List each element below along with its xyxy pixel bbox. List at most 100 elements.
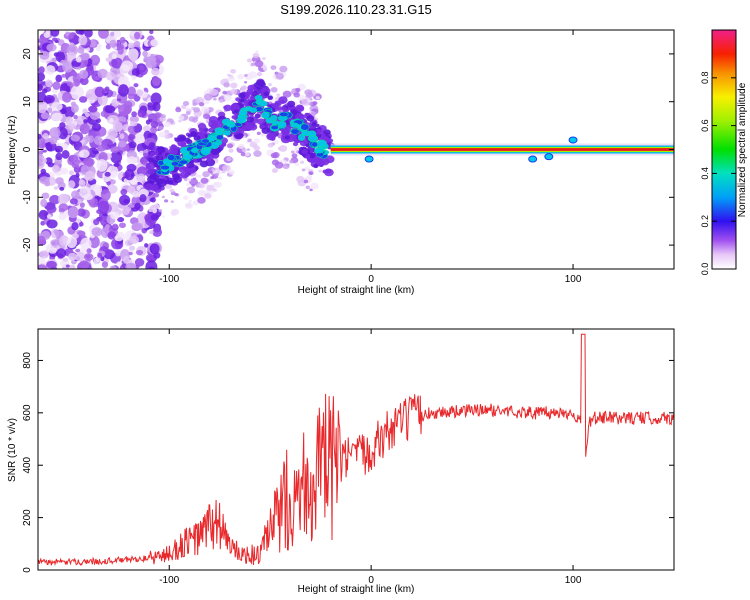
spectrogram-noise-blob: [88, 105, 98, 113]
spectrogram-noise-blob: [38, 235, 46, 245]
spectrogram-band-blob: [248, 123, 258, 131]
spectrogram-scatter-blob: [254, 60, 264, 68]
spectrogram-scatter-blob: [158, 131, 166, 138]
spectrogram-noise-blob: [47, 107, 53, 114]
spectrogram-noise-blob: [69, 265, 76, 269]
spectrogram-noise-blob: [78, 179, 84, 185]
spectrogram-noise-blob: [152, 207, 158, 214]
spectrogram-noise-blob: [124, 239, 133, 247]
spectrogram-noise-blob: [131, 68, 140, 77]
spectrogram-scatter-blob: [240, 85, 248, 91]
spectrogram-band-blob: [270, 103, 276, 108]
spectrogram-noise-blob: [55, 74, 63, 83]
spectrogram-scatter-blob: [230, 68, 237, 74]
spectrogram-scatter-blob: [253, 145, 261, 151]
spectrogram-noise-blob: [65, 264, 70, 268]
spectrogram-noise-blob: [75, 56, 82, 63]
spectrogram-band-blob: [313, 163, 319, 169]
spectrogram-band-blob: [315, 129, 322, 135]
spectrogram-band-blob: [323, 129, 331, 136]
spectrogram-noise-blob: [75, 248, 81, 253]
spectrogram-scatter-blob: [244, 81, 248, 84]
spectrogram-noise-blob: [73, 78, 81, 87]
spectrogram-noise-blob: [150, 120, 159, 128]
figure-title: S199.2026.110.23.31.G15: [280, 2, 432, 17]
spectrogram-noise-blob: [93, 218, 100, 226]
spectrogram-noise-blob: [42, 88, 48, 94]
spectrogram-band-blob: [183, 173, 189, 178]
spectrogram-x-label: Height of straight line (km): [298, 285, 415, 296]
spectrogram-ridge-blob: [215, 130, 225, 136]
spectrogram-ridge-blob: [201, 138, 210, 144]
spectrogram-noise-blob: [87, 135, 95, 143]
spectrogram-noise-blob: [82, 108, 88, 115]
spectrogram-noise-blob: [51, 102, 63, 112]
colorbar-tick-label: 0.2: [700, 215, 710, 228]
spectrogram-noise-blob: [149, 230, 154, 235]
spectrogram-y-tick-label: 0: [22, 146, 33, 152]
spectrogram-scatter-blob: [189, 178, 198, 186]
spectrogram-noise-blob: [68, 170, 74, 176]
carrier-blip: [568, 136, 578, 144]
spectrogram-band-blob: [236, 134, 241, 138]
spectrogram-scatter-blob: [210, 176, 215, 180]
spectrogram-band-blob: [145, 162, 156, 171]
spectrogram-noise-blob: [78, 35, 88, 46]
spectrogram-scatter-blob: [268, 83, 272, 87]
spectrogram-noise-blob: [46, 205, 57, 214]
spectrogram-noise-blob: [126, 156, 138, 165]
spectrogram-noise-blob: [59, 235, 69, 247]
spectrogram-band-blob: [266, 132, 276, 141]
spectrogram-noise-blob: [38, 133, 42, 140]
spectrogram-ridge-blob: [159, 164, 171, 171]
spectrogram-noise-blob: [97, 68, 108, 79]
spectrogram-noise-blob: [54, 145, 63, 153]
spectrogram-noise-blob: [38, 66, 45, 74]
spectrogram-ridge-blob: [215, 134, 224, 141]
spectrogram-scatter-blob: [198, 183, 205, 189]
spectrogram-ridge-blob: [227, 122, 236, 128]
spectrogram-noise-blob: [67, 180, 76, 189]
spectrogram-noise-blob: [47, 162, 55, 168]
spectrogram-scatter-blob: [213, 97, 217, 101]
spectrogram-noise-blob: [124, 169, 135, 181]
spectrogram-x-tick-label: 0: [368, 274, 374, 285]
snr-frame: [37, 328, 675, 571]
spectrogram-noise-blob: [123, 255, 130, 264]
spectrogram-noise-blob: [134, 202, 141, 210]
spectrogram-band-blob: [238, 92, 246, 99]
spectrogram-scatter-blob: [252, 52, 260, 59]
spectrogram-noise-blob: [111, 53, 118, 60]
snr-y-tick-label: 400: [22, 456, 33, 473]
spectrogram-scatter-blob: [209, 190, 214, 194]
spectrogram-ridge-blob: [311, 141, 319, 148]
spectrogram-noise-blob: [78, 260, 90, 269]
spectrogram-noise-blob: [67, 82, 72, 87]
spectrogram-noise-blob: [110, 211, 120, 220]
spectrogram-noise-blob: [111, 30, 122, 38]
snr-series-line: [38, 333, 674, 567]
spectrogram-noise-blob: [143, 149, 149, 154]
spectrogram-scatter-blob: [231, 99, 236, 104]
spectrogram-noise-blob: [150, 39, 159, 47]
spectrogram-ridge-blob: [178, 159, 189, 165]
spectrogram-band-blob: [267, 104, 272, 108]
spectrogram-noise-blob: [128, 245, 136, 251]
spectrogram-noise-blob: [112, 223, 119, 229]
spectrogram-scatter-blob: [163, 121, 172, 128]
spectrogram-band-blob: [306, 115, 315, 122]
spectrogram-noise-blob: [152, 77, 161, 87]
spectrogram-noise-blob: [61, 91, 72, 103]
spectrogram-noise-blob: [46, 260, 57, 269]
spectrogram-noise-blob: [129, 120, 138, 127]
spectrogram-scatter-blob: [158, 126, 164, 131]
spectrogram-noise-blob: [76, 230, 86, 237]
spectrogram-band-blob: [199, 135, 206, 140]
spectrogram-scatter-blob: [228, 148, 234, 153]
spectrogram-band-blob: [150, 184, 159, 191]
spectrogram-noise-blob: [142, 50, 148, 57]
spectrogram-scatter-blob: [195, 96, 204, 104]
spectrogram-noise-blob: [111, 57, 124, 69]
spectrogram-scatter-blob: [185, 107, 191, 111]
spectrogram-noise-blob: [52, 57, 57, 63]
